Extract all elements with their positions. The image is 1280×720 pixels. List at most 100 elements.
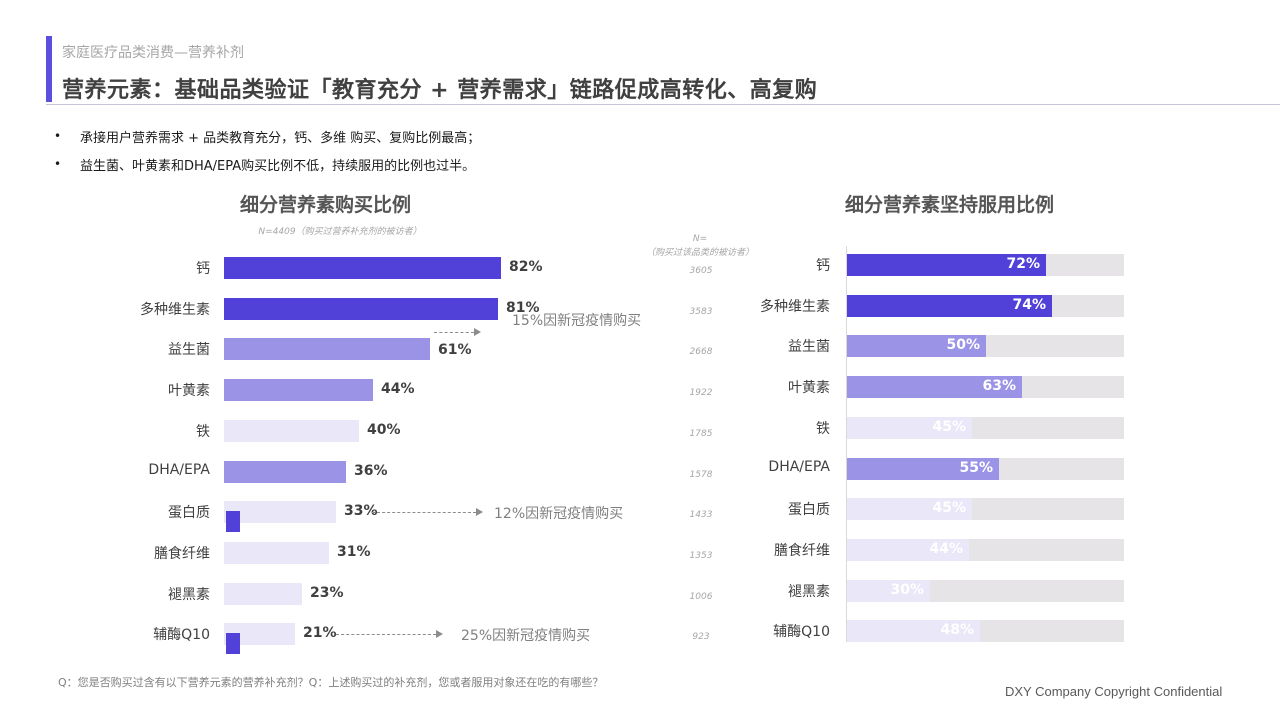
purchase-row-label: 益生菌 xyxy=(168,342,210,359)
persistence-bar xyxy=(847,254,1046,276)
bullet-icon: • xyxy=(54,157,62,171)
sample-size-value: 3583 xyxy=(689,306,713,317)
survey-question-footnote: Q：您是否购买过含有以下营养元素的营养补充剂？Q：上述购买过的补充剂，您或者服用… xyxy=(58,676,604,689)
persistence-bar xyxy=(847,620,980,643)
persistence-chart-title: 细分营养素坚持服用比例 xyxy=(845,194,1055,216)
persistence-bar xyxy=(847,457,999,480)
persistence-bar xyxy=(847,579,930,602)
persistence-row-label: 铁 xyxy=(816,420,830,437)
sample-size-value: 1006 xyxy=(689,591,713,602)
persistence-row-label: 叶黄素 xyxy=(788,380,830,397)
sample-size-value: 1433 xyxy=(689,510,713,521)
purchase-row-label: 多种维生素 xyxy=(140,301,210,318)
bullet-item: • 益生菌、叶黄素和DHA/EPA购买比例不低，持续服用的比例也过半。 xyxy=(54,150,480,178)
purchase-bar xyxy=(224,501,336,524)
purchase-row-label: DHA/EPA xyxy=(148,461,210,478)
sample-size-value: 1578 xyxy=(689,469,713,480)
purchase-value: 82% xyxy=(509,259,543,275)
purchase-value: 40% xyxy=(367,421,401,438)
purchase-row-label: 铁 xyxy=(196,423,210,440)
purchase-row-label: 叶黄素 xyxy=(168,383,210,400)
persistence-value: 50% xyxy=(946,337,980,354)
bullet-item: • 承接用户营养需求 + 品类教育充分，钙、多维 购买、复购比例最高； xyxy=(54,122,480,150)
sample-size-value: 1353 xyxy=(689,550,713,561)
persistence-value: 74% xyxy=(1012,296,1046,313)
persistence-row-label: 褪黑素 xyxy=(788,583,830,600)
purchase-bar xyxy=(224,541,329,564)
purchase-row-label: 辅酶Q10 xyxy=(153,627,210,644)
persistence-value: 48% xyxy=(940,622,974,639)
persistence-bar xyxy=(847,335,986,358)
persistence-bar xyxy=(847,538,969,561)
purchase-value: 31% xyxy=(337,543,371,560)
persistence-row-label: 钙 xyxy=(816,258,830,274)
purchase-value: 36% xyxy=(354,462,388,479)
persistence-row-label: 辅酶Q10 xyxy=(773,624,830,641)
sample-size-value: 1785 xyxy=(689,428,713,439)
covid-annotation: 25%因新冠疫情购买 xyxy=(461,628,591,645)
persistence-value: 45% xyxy=(932,500,966,517)
bullet-icon: • xyxy=(54,129,62,143)
accent-bar xyxy=(46,36,52,102)
purchase-chart-title: 细分营养素购买比例 xyxy=(240,194,412,216)
persistence-value: 30% xyxy=(890,581,924,598)
persistence-row-label: DHA/EPA xyxy=(768,458,830,475)
purchase-value: 61% xyxy=(438,342,472,359)
purchase-value: 33% xyxy=(344,503,378,520)
persistence-value: 45% xyxy=(932,418,966,435)
persistence-row-label: 多种维生素 xyxy=(760,298,830,315)
covid-annotation: 12%因新冠疫情购买 xyxy=(494,506,624,523)
purchase-bar xyxy=(224,379,373,402)
persistence-bar xyxy=(847,416,972,439)
persistence-value: 44% xyxy=(929,540,963,557)
purchase-row-label: 蛋白质 xyxy=(168,505,210,522)
covid-purchase-marker xyxy=(226,511,240,533)
purchase-bar xyxy=(224,297,498,320)
covid-purchase-marker xyxy=(226,633,240,655)
purchase-chart-sample-note: N=4409（购买过营养补充剂的被访者） xyxy=(258,227,422,237)
covid-annotation: 15%因新冠疫情购买 xyxy=(512,313,642,330)
copyright-text: DXY Company Copyright Confidential xyxy=(1005,684,1223,699)
purchase-bar xyxy=(224,582,302,605)
section-subtitle: 家庭医疗品类消费—营养补剂 xyxy=(62,45,244,61)
persistence-bar xyxy=(847,294,1052,317)
sample-size-value: 1922 xyxy=(689,388,713,399)
purchase-bar xyxy=(224,338,430,361)
sample-size-value: 2668 xyxy=(689,347,713,358)
annotation-dashed-line xyxy=(336,634,436,636)
page-title: 营养元素：基础品类验证「教育充分 + 营养需求」链路促成高转化、高复购 xyxy=(62,78,818,103)
persistence-bar xyxy=(847,376,1022,399)
annotation-dashed-line xyxy=(372,512,476,514)
persistence-value: 63% xyxy=(982,378,1016,395)
arrow-right-icon xyxy=(476,508,483,517)
bullet-text: 益生菌、叶黄素和DHA/EPA购买比例不低，持续服用的比例也过半。 xyxy=(80,158,476,174)
purchase-bar xyxy=(224,623,295,646)
purchase-value: 44% xyxy=(381,381,415,398)
persistence-row-label: 蛋白质 xyxy=(788,502,830,519)
persistence-chart-axis xyxy=(846,246,847,642)
purchase-row-label: 膳食纤维 xyxy=(154,545,210,562)
purchase-value: 21% xyxy=(303,625,337,642)
purchase-value: 81% xyxy=(506,299,540,316)
persistence-row-label: 膳食纤维 xyxy=(774,542,830,559)
sample-size-value: 923 xyxy=(692,632,710,643)
persistence-value: 55% xyxy=(959,459,993,476)
arrow-right-icon xyxy=(474,328,481,337)
bullet-list: • 承接用户营养需求 + 品类教育充分，钙、多维 购买、复购比例最高； • 益生菌、… xyxy=(54,122,480,178)
title-divider xyxy=(46,104,1280,105)
persistence-value: 72% xyxy=(1006,256,1040,272)
persistence-bar xyxy=(847,498,972,521)
n-column-subheader: （购买过该品类的被访者） xyxy=(645,248,754,258)
purchase-bar xyxy=(224,460,346,483)
purchase-bar xyxy=(224,419,359,442)
sample-size-value: 3605 xyxy=(689,266,713,276)
purchase-row-label: 褪黑素 xyxy=(168,586,210,603)
n-column-header: N= xyxy=(692,234,708,244)
annotation-dashed-line xyxy=(434,332,474,334)
persistence-row-label: 益生菌 xyxy=(788,339,830,356)
bullet-text: 承接用户营养需求 + 品类教育充分，钙、多维 购买、复购比例最高； xyxy=(80,130,481,146)
arrow-right-icon xyxy=(436,630,443,639)
purchase-row-label: 钙 xyxy=(196,261,210,277)
purchase-bar xyxy=(224,257,501,279)
purchase-value: 23% xyxy=(310,584,344,601)
